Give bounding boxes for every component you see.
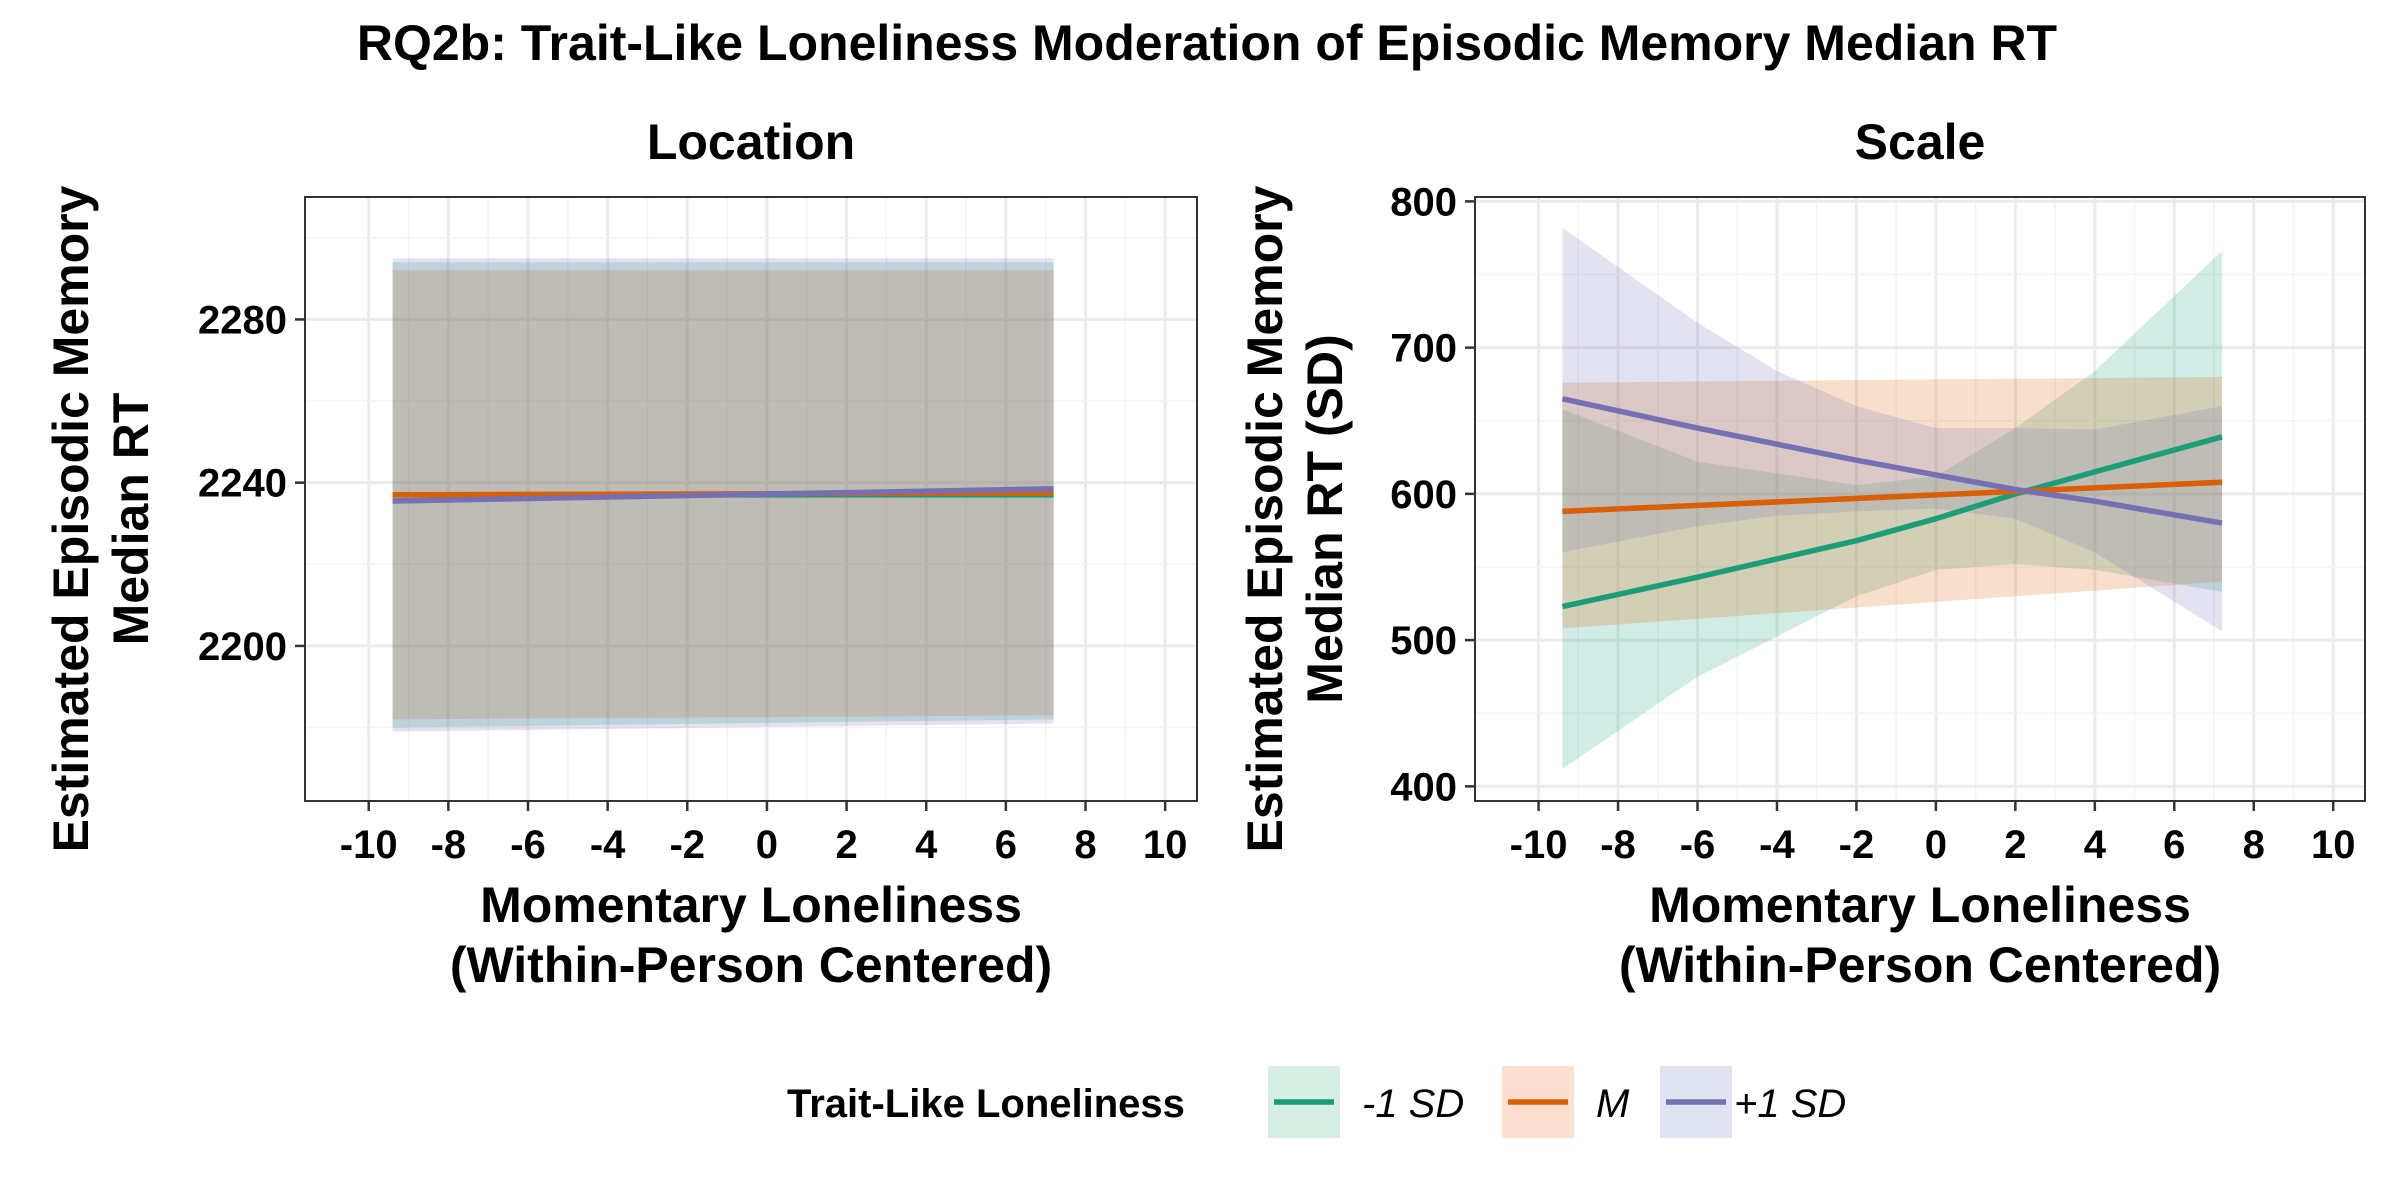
scale-ribbon-plus1-sd bbox=[1562, 227, 2222, 632]
scale-ribbon-mean bbox=[1562, 376, 2222, 629]
legend-label-plus-1-sd: +1 SD bbox=[1734, 1082, 1846, 1126]
scale-x-tick-label: -4 bbox=[1759, 823, 1795, 867]
location-x-tick-label: 2 bbox=[835, 823, 857, 867]
chart-title: RQ2b: Trait-Like Loneliness Moderation o… bbox=[357, 15, 2057, 71]
location-x-tick-label: 4 bbox=[915, 823, 938, 867]
location-line-plus1-sd bbox=[392, 486, 1054, 504]
location-x-tick-label: -8 bbox=[431, 823, 467, 867]
scale-x-tick-label: -8 bbox=[1600, 823, 1636, 867]
scale-x-axis-title: (Within-Person Centered) bbox=[1619, 937, 2221, 993]
location-x-tick-label: 8 bbox=[1074, 823, 1096, 867]
scale-x-tick-label: -6 bbox=[1680, 823, 1716, 867]
scale-y-axis-title: Median RT (SD) bbox=[1297, 334, 1353, 703]
scale-x-axis-title: Momentary Loneliness bbox=[1649, 877, 2191, 933]
location-x-tick-label: 6 bbox=[995, 823, 1017, 867]
location-x-tick-label: -2 bbox=[669, 823, 705, 867]
location-x-tick-label: 10 bbox=[1143, 823, 1188, 867]
location-x-axis-title: (Within-Person Centered) bbox=[450, 937, 1052, 993]
panel-scale: -10 -8 -6 -4 -2 0 2 4 6 8 10 400 500 600 700 800 Scale Mo… bbox=[1237, 114, 2366, 993]
location-x-axis-title: Momentary Loneliness bbox=[480, 877, 1022, 933]
location-y-tick-label: 2280 bbox=[198, 298, 287, 342]
legend-label-mean: M bbox=[1596, 1082, 1630, 1126]
location-panel-border bbox=[304, 196, 1198, 802]
scale-x-tick-label: -2 bbox=[1839, 823, 1875, 867]
location-x-tick-label: -6 bbox=[510, 823, 546, 867]
location-y-tick-label: 2240 bbox=[198, 462, 287, 506]
location-x-tick-label: -4 bbox=[590, 823, 626, 867]
scale-x-tick-label: -10 bbox=[1510, 823, 1568, 867]
location-y-tick-label: 2200 bbox=[198, 625, 287, 669]
legend-label-minus-1-sd: -1 SD bbox=[1362, 1082, 1464, 1126]
scale-x-tick-label: 8 bbox=[2243, 823, 2265, 867]
location-y-axis-title: Estimated Episodic Memory bbox=[43, 185, 99, 852]
scale-plot-area bbox=[1475, 197, 2365, 801]
scale-x-tick-label: 4 bbox=[2084, 823, 2107, 867]
legend: Trait-Like Loneliness -1 SD M +1 SD bbox=[787, 1066, 1846, 1138]
scale-y-tick-label: 600 bbox=[1390, 473, 1457, 517]
legend-title: Trait-Like Loneliness bbox=[787, 1082, 1185, 1126]
location-x-tick-label: 0 bbox=[756, 823, 778, 867]
scale-y-tick-label: 700 bbox=[1390, 327, 1457, 371]
scale-y-tick-label: 500 bbox=[1390, 619, 1457, 663]
scale-y-tick-label: 800 bbox=[1390, 180, 1457, 224]
panel-location: -10 -8 -6 -4 -2 0 2 4 6 8 10 2200 2240 2280 Location Mo… bbox=[43, 114, 1198, 993]
scale-line-plus1-sd bbox=[1561, 396, 2223, 526]
scale-panel-title: Scale bbox=[1855, 114, 1986, 170]
scale-panel-border bbox=[1474, 196, 2366, 802]
location-y-axis-title: Median RT bbox=[103, 393, 159, 646]
scale-line-mean bbox=[1562, 479, 2223, 515]
scale-ribbon-minus1-sd bbox=[1562, 251, 2222, 769]
scale-x-tick-label: 10 bbox=[2311, 823, 2356, 867]
location-x-tick-label: -10 bbox=[340, 823, 398, 867]
scale-x-tick-label: 6 bbox=[2163, 823, 2185, 867]
scale-y-tick-label: 400 bbox=[1390, 765, 1457, 809]
location-panel-title: Location bbox=[647, 114, 855, 170]
scale-x-tick-label: 2 bbox=[2004, 823, 2026, 867]
scale-x-tick-label: 0 bbox=[1925, 823, 1947, 867]
scale-y-axis-title: Estimated Episodic Memory bbox=[1237, 185, 1293, 852]
scale-line-minus1-sd bbox=[1561, 434, 2223, 610]
